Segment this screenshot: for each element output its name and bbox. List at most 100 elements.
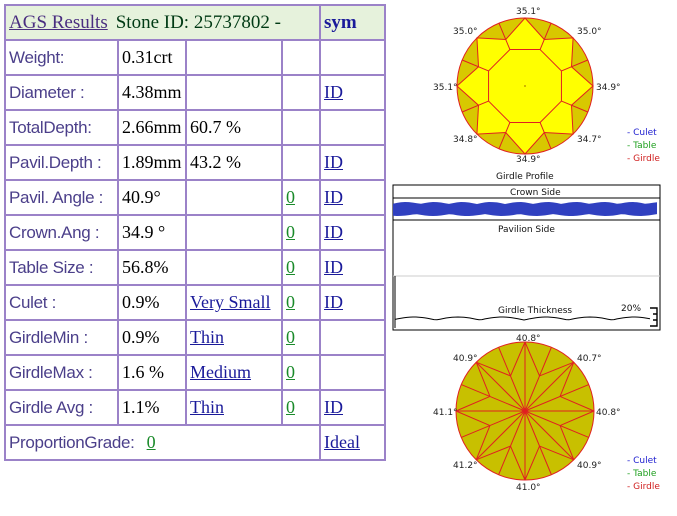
row-value: 40.9° xyxy=(117,179,187,216)
table-row: Crown.Ang : 34.9 ° 0 ID xyxy=(4,214,386,251)
row-grade xyxy=(281,144,321,181)
girdle-max-link[interactable]: Medium xyxy=(190,362,251,382)
pavilion-angle-top-left: 40.9° xyxy=(453,354,478,364)
girdle-profile-caption: Girdle Profile xyxy=(496,172,554,182)
grade-link[interactable]: 0 xyxy=(286,292,295,312)
row-label: GirdleMax : xyxy=(4,354,119,391)
row-label: Culet : xyxy=(4,284,119,321)
grade-link[interactable]: 0 xyxy=(286,187,295,207)
row-value2 xyxy=(185,74,283,111)
pavilion-half-line xyxy=(476,361,511,377)
row-sym xyxy=(319,109,386,146)
pavilion-half-line xyxy=(559,425,575,460)
culet-size-link[interactable]: Very Small xyxy=(190,292,271,312)
grade-link[interactable]: 0 xyxy=(286,362,295,382)
pavilion-half-line xyxy=(559,396,595,412)
row-grade xyxy=(281,109,321,146)
table-row: GirdleMax : 1.6 % Medium 0 xyxy=(4,354,386,391)
row-sym xyxy=(319,319,386,356)
crown-facets xyxy=(456,17,594,155)
grade-link[interactable]: 0 xyxy=(286,397,295,417)
stone-id: Stone ID: 25737802 - xyxy=(115,11,281,33)
table-row: GirdleMin : 0.9% Thin 0 xyxy=(4,319,386,356)
pavilion-main-line xyxy=(475,410,526,461)
pavilion-main-line xyxy=(524,410,552,475)
row-grade xyxy=(281,39,321,76)
proportion-grade-label: ProportionGrade: xyxy=(9,433,135,452)
legend-culet-1: - Culet xyxy=(627,128,657,138)
legend-culet-2: - Culet xyxy=(627,456,657,466)
sym-link[interactable]: ID xyxy=(324,292,343,312)
pavilion-half-line xyxy=(476,445,511,461)
crown-facet-line xyxy=(498,22,511,50)
pavilion-main-line xyxy=(524,347,552,412)
pavilion-angle-left: 41.1° xyxy=(433,408,458,418)
girdle-min-link[interactable]: Thin xyxy=(190,327,224,347)
pavilion-side-label: Pavilion Side xyxy=(498,225,555,235)
pavilion-half-line xyxy=(510,341,526,377)
pavilion-half-line xyxy=(524,445,540,481)
pavilion-half-line xyxy=(539,445,574,461)
header-cell: AGS Results Stone ID: 25737802 - xyxy=(4,4,321,41)
pavilion-main-line xyxy=(524,384,589,412)
table-row: Culet : 0.9% Very Small 0 ID xyxy=(4,284,386,321)
table-row: Weight: 0.31crt xyxy=(4,39,386,76)
ags-results-table: AGS Results Stone ID: 25737802 - sym Wei… xyxy=(4,4,386,461)
pavilion-main-line xyxy=(461,410,526,438)
pavilion-half-line xyxy=(475,362,491,397)
pavilion-angle-top: 40.8° xyxy=(516,334,541,344)
legend-table-1: - Table xyxy=(627,141,657,151)
row-value: 2.66mm xyxy=(117,109,187,146)
crown-facet-line xyxy=(539,22,552,50)
pavilion-half-line xyxy=(539,361,574,377)
row-value2 xyxy=(185,249,283,286)
grade-link[interactable]: 0 xyxy=(286,222,295,242)
row-sym xyxy=(319,39,386,76)
pavilion-angle-top-right: 40.7° xyxy=(577,354,602,364)
pavilion-half-line xyxy=(455,410,491,426)
table-row: Table Size : 56.8% 0 ID xyxy=(4,249,386,286)
crown-facet-line xyxy=(561,100,589,113)
crown-facet-line xyxy=(498,122,511,150)
table-row: Girdle Avg : 1.1% Thin 0 ID xyxy=(4,389,386,426)
crown-angle-bottom-left: 34.8° xyxy=(453,135,478,145)
row-label: Weight: xyxy=(4,39,119,76)
pavilion-main-line xyxy=(498,347,526,412)
sym-link[interactable]: ID xyxy=(324,187,343,207)
pavilion-angle-right: 40.8° xyxy=(596,408,621,418)
grade-link[interactable]: 0 xyxy=(286,257,295,277)
pavilion-angle-bottom-right: 40.9° xyxy=(577,461,602,471)
proportion-grade-cell: ProportionGrade: 0 xyxy=(4,424,321,461)
legend-girdle-2: - Girdle xyxy=(627,482,660,492)
sym-link[interactable]: ID xyxy=(324,82,343,102)
pavilion-main-line xyxy=(475,361,526,412)
row-value: 0.9% xyxy=(117,319,187,356)
legend-table-2: - Table xyxy=(627,469,657,479)
row-sym xyxy=(319,354,386,391)
grade-link[interactable]: 0 xyxy=(286,327,295,347)
crown-angle-top: 35.1° xyxy=(516,7,541,17)
sym-link[interactable]: ID xyxy=(324,222,343,242)
pavilion-half-line xyxy=(475,425,491,460)
row-value2 xyxy=(185,179,283,216)
ideal-link[interactable]: Ideal xyxy=(324,432,360,452)
pavilion-half-line xyxy=(559,362,575,397)
crown-side-label: Crown Side xyxy=(510,188,561,198)
girdle-avg-link[interactable]: Thin xyxy=(190,397,224,417)
sym-link[interactable]: ID xyxy=(324,257,343,277)
pavilion-half-line xyxy=(524,341,540,377)
pavilion-half-line xyxy=(455,396,491,412)
crown-angle-bottom: 34.9° xyxy=(516,155,541,165)
crown-facet-line xyxy=(539,122,552,150)
table-row: Pavil.Depth : 1.89mm 43.2 % ID xyxy=(4,144,386,181)
sym-link[interactable]: ID xyxy=(324,152,343,172)
pavilion-angle-bottom: 41.0° xyxy=(516,483,541,493)
row-value: 4.38mm xyxy=(117,74,187,111)
girdle-thickness-label: Girdle Thickness xyxy=(498,306,572,316)
proportion-grade-row: ProportionGrade: 0 Ideal xyxy=(4,424,386,461)
sym-link[interactable]: ID xyxy=(324,397,343,417)
row-value2: 60.7 % xyxy=(185,109,283,146)
girdle-thickness-wave xyxy=(394,316,651,324)
proportion-grade-link[interactable]: 0 xyxy=(146,432,156,452)
row-value: 0.31crt xyxy=(117,39,187,76)
